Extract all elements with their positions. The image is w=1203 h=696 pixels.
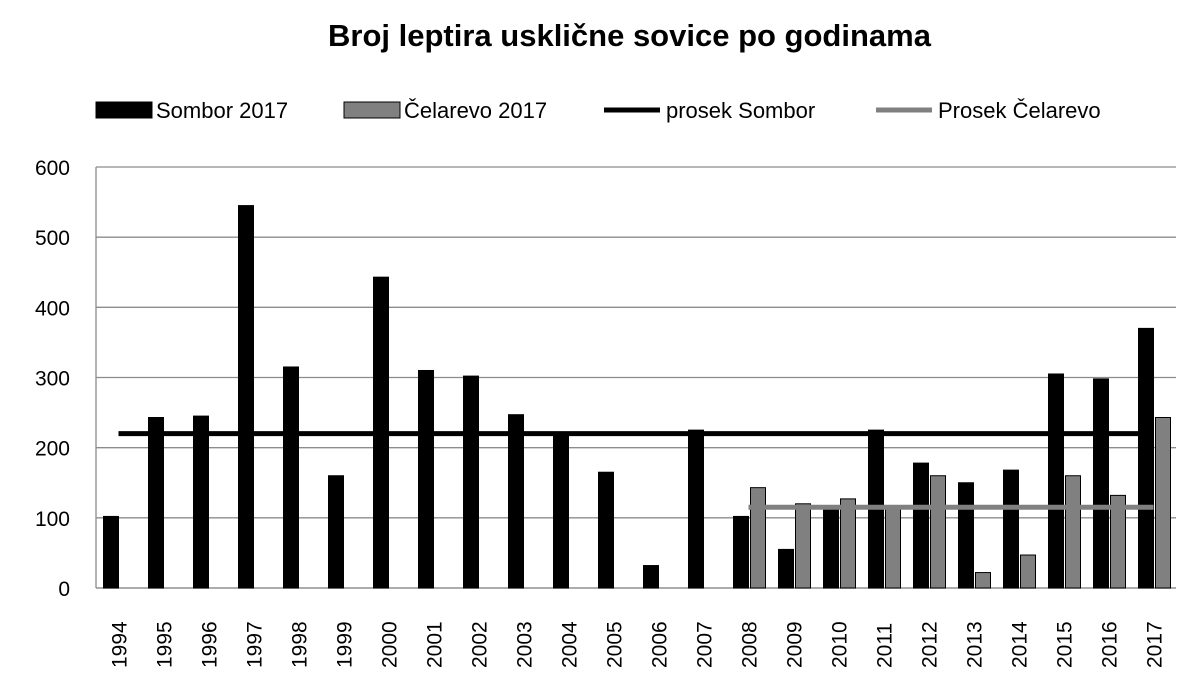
legend-label: prosek Sombor — [666, 98, 815, 123]
bar-sombor — [463, 375, 479, 589]
average-lines — [118, 431, 1154, 510]
y-tick-label: 400 — [35, 297, 70, 320]
bars — [103, 205, 1171, 589]
x-tick-label: 2014 — [1009, 621, 1032, 668]
bar-sombor — [778, 548, 794, 589]
x-tick-label: 1998 — [289, 621, 312, 668]
y-tick-label: 300 — [35, 368, 70, 391]
x-tick-label: 2017 — [1144, 621, 1167, 668]
y-tick-label: 200 — [35, 438, 70, 461]
bar-sombor — [148, 416, 164, 589]
x-tick-label: 2003 — [514, 621, 537, 668]
bar-sombor — [1138, 327, 1154, 589]
x-tick-label: 2006 — [649, 621, 672, 668]
x-tick-label: 2015 — [1054, 621, 1077, 668]
chart-title: Broj leptira usklične sovice po godinama — [328, 18, 931, 53]
bar-celarevo — [975, 572, 991, 589]
x-tick-label: 2001 — [424, 621, 447, 668]
bar-sombor — [733, 515, 749, 589]
x-tick-label: 2013 — [964, 621, 987, 668]
bar-sombor — [823, 508, 839, 589]
bar-celarevo — [885, 506, 901, 589]
bar-sombor — [1093, 378, 1109, 589]
x-tick-label: 1999 — [334, 621, 357, 668]
x-tick-label: 2002 — [469, 621, 492, 668]
y-tick-label: 600 — [35, 157, 70, 180]
x-tick-label: 2009 — [784, 621, 807, 668]
bar-celarevo — [795, 503, 811, 589]
bar-celarevo — [930, 475, 946, 589]
legend-label: Čelarevo 2017 — [404, 98, 547, 123]
bar-celarevo — [1110, 494, 1126, 589]
x-tick-label: 1997 — [244, 621, 267, 668]
bar-sombor — [598, 471, 614, 589]
bar-celarevo — [840, 498, 856, 589]
bar-sombor — [193, 415, 209, 589]
bar-celarevo — [1065, 475, 1081, 589]
y-tick-label: 0 — [58, 578, 70, 601]
bar-sombor — [643, 565, 659, 589]
bar-celarevo — [1155, 416, 1171, 589]
bar-sombor — [283, 366, 299, 589]
x-tick-label: 1994 — [109, 621, 132, 668]
bar-sombor — [688, 429, 704, 589]
x-tick-label: 2007 — [694, 621, 717, 668]
x-tick-label: 2004 — [559, 621, 582, 668]
x-tick-label: 2011 — [874, 623, 897, 668]
bar-celarevo — [1020, 554, 1036, 589]
x-tick-label: 2012 — [919, 621, 942, 668]
bar-sombor — [913, 462, 929, 589]
bar-sombor — [1048, 373, 1064, 589]
x-tick-label: 2005 — [604, 621, 627, 668]
bar-sombor — [418, 369, 434, 589]
x-tick-label: 1996 — [199, 621, 222, 668]
bar-sombor — [553, 433, 569, 589]
y-tick-label: 100 — [35, 508, 70, 531]
bar-sombor — [508, 414, 524, 589]
x-tick-label: 1995 — [154, 621, 177, 668]
bar-sombor — [1003, 469, 1019, 589]
grid — [95, 166, 1176, 589]
x-tick-label: 2016 — [1099, 621, 1122, 668]
bar-sombor — [958, 482, 974, 589]
legend-swatch — [95, 101, 153, 119]
bar-sombor — [328, 475, 344, 589]
bar-celarevo — [750, 487, 766, 589]
y-axis: 0 100 200 300 400 500 600 — [35, 157, 70, 601]
bar-sombor — [238, 205, 254, 589]
bar-sombor — [103, 515, 119, 589]
legend: Sombor 2017 Čelarevo 2017 prosek Sombor Pro… — [95, 98, 1101, 123]
x-axis: 1994 1995 1996 1997 1998 1999 2000 2001 2002 2003… — [109, 621, 1167, 668]
legend-label: Sombor 2017 — [156, 98, 288, 123]
x-tick-label: 2010 — [829, 621, 852, 668]
legend-label: Prosek Čelarevo — [938, 98, 1101, 123]
legend-swatch — [343, 101, 401, 119]
x-tick-label: 2008 — [739, 621, 762, 668]
x-tick-label: 2000 — [379, 621, 402, 668]
y-tick-label: 500 — [35, 227, 70, 250]
